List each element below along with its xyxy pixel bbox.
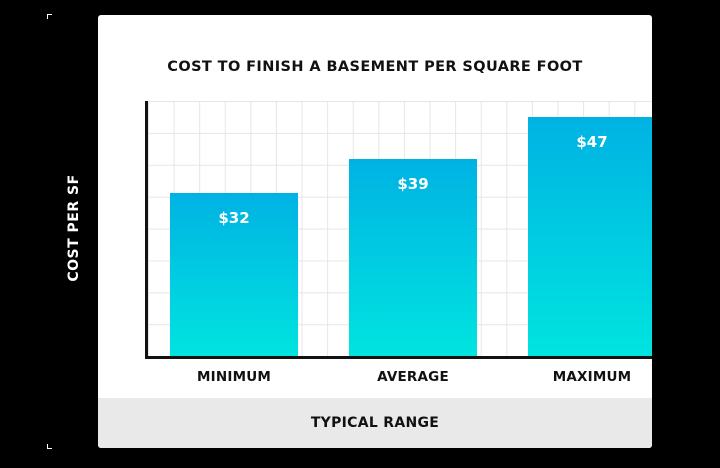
corner-mark-top-left <box>47 14 52 19</box>
plot-area: $32 $39 $47 <box>145 101 652 359</box>
x-tick-label-average: AVERAGE <box>377 369 449 385</box>
x-axis-label: TYPICAL RANGE <box>310 415 440 431</box>
chart-card: COST TO FINISH A BASEMENT PER SQUARE FOO… <box>98 15 652 448</box>
x-axis-footer: TYPICAL RANGE <box>98 398 652 448</box>
x-tick-label-minimum: MINIMUM <box>196 369 271 385</box>
bar-average: $39 <box>349 159 477 356</box>
bar-value-label: $32 <box>218 209 250 227</box>
chart-title: COST TO FINISH A BASEMENT PER SQUARE FOO… <box>167 59 583 75</box>
x-tick-label-maximum: MAXIMUM <box>552 369 632 385</box>
bar-value-label: $39 <box>397 175 429 193</box>
bar-value-label: $47 <box>576 133 608 151</box>
y-axis-label-text: COST PER SF <box>66 174 82 282</box>
corner-mark-bottom-left <box>47 444 52 449</box>
bar-maximum: $47 <box>528 117 652 356</box>
bar-minimum: $32 <box>170 193 298 356</box>
